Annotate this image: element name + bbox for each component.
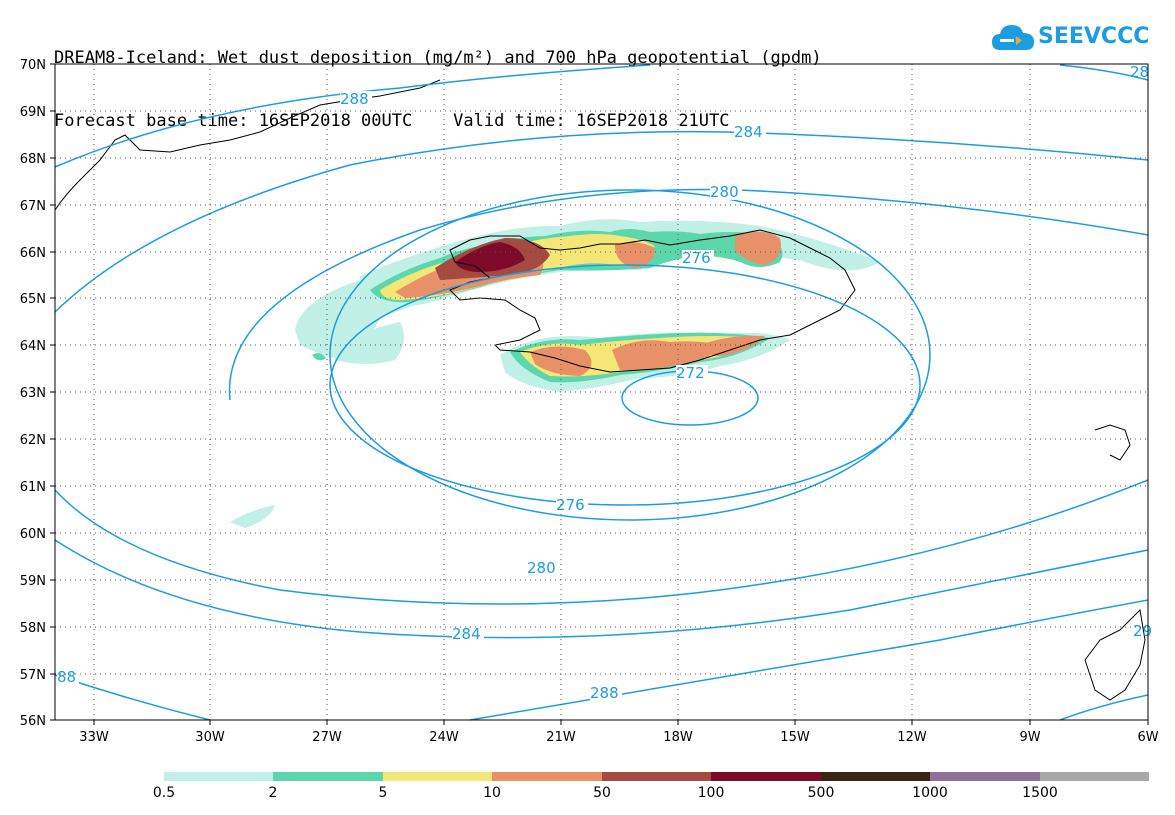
- lon-label: 18W: [663, 730, 693, 745]
- longitude-labels: 33W 30W 27W 24W 21W 18W 15W 12W 9W 6W: [79, 730, 1158, 745]
- colorbar-label: 10: [483, 785, 501, 801]
- colorbar-swatch: [711, 772, 821, 781]
- geopotential-contours: [54, 64, 1149, 721]
- dust-deposition-field: [230, 219, 880, 528]
- map-frame: [54, 63, 1149, 721]
- svg-text:276: 276: [556, 496, 585, 514]
- lat-label: 61N: [20, 480, 46, 495]
- colorbar-swatch: [273, 772, 383, 781]
- cloud-icon: [992, 25, 1034, 50]
- svg-text:288: 288: [340, 90, 369, 108]
- svg-text:280: 280: [527, 559, 556, 577]
- colorbar: [164, 772, 1149, 781]
- colorbar-swatch: [164, 772, 274, 781]
- lat-label: 62N: [20, 433, 46, 448]
- colorbar-swatch: [382, 772, 493, 781]
- lat-label: 69N: [20, 105, 46, 120]
- lon-label: 30W: [195, 730, 225, 745]
- lat-label: 57N: [20, 668, 46, 683]
- lon-label: 6W: [1137, 730, 1158, 745]
- lat-label: 58N: [20, 621, 46, 636]
- lat-label: 59N: [20, 574, 46, 589]
- lat-label: 70N: [20, 58, 46, 73]
- coastline: [54, 79, 1146, 701]
- svg-text:88: 88: [57, 668, 76, 686]
- axis-ticks: [50, 63, 1149, 725]
- lat-label: 60N: [20, 527, 46, 542]
- lon-label: 15W: [780, 730, 810, 745]
- colorbar-label: 100: [697, 785, 725, 801]
- colorbar-label: 5: [378, 785, 388, 801]
- svg-text:284: 284: [452, 625, 481, 643]
- colorbar-label: 2: [268, 785, 278, 801]
- svg-text:29: 29: [1133, 622, 1152, 640]
- colorbar-label: 0.5: [152, 785, 176, 801]
- lat-label: 63N: [20, 386, 46, 401]
- lon-label: 24W: [429, 730, 459, 745]
- lat-label: 67N: [20, 199, 46, 214]
- lon-label: 21W: [546, 730, 576, 745]
- colorbar-label: 500: [807, 785, 835, 801]
- lat-label: 64N: [20, 339, 46, 354]
- lon-label: 27W: [312, 730, 342, 745]
- title-line-1: DREAM8-Iceland: Wet dust deposition (mg/…: [54, 48, 822, 68]
- lat-label: 65N: [20, 292, 46, 307]
- svg-text:276: 276: [682, 249, 711, 267]
- contour-labels: 288 284 280 276 272 276 280 284 288 88 2…: [57, 63, 1152, 702]
- svg-text:284: 284: [734, 123, 763, 141]
- lon-label: 9W: [1019, 730, 1040, 745]
- svg-text:28: 28: [1130, 63, 1149, 81]
- lat-label: 68N: [20, 152, 46, 167]
- latitude-labels: 70N 69N 68N 67N 66N 65N 64N 63N 62N 61N …: [20, 58, 46, 729]
- chart-title: DREAM8-Iceland: Wet dust deposition (mg/…: [54, 6, 822, 153]
- svg-text:280: 280: [710, 183, 739, 201]
- colorbar-swatch: [930, 772, 1040, 781]
- logo-text: SEEVCCC: [1038, 24, 1150, 49]
- colorbar-label: 50: [593, 785, 611, 801]
- colorbar-label: 1500: [1022, 785, 1058, 801]
- gridlines: [55, 64, 1148, 720]
- colorbar-swatch: [1039, 772, 1149, 781]
- title-line-2: Forecast base time: 16SEP2018 00UTC Vali…: [54, 111, 730, 131]
- seevccc-logo: SEEVCCC: [990, 18, 1160, 58]
- lon-label: 33W: [79, 730, 109, 745]
- lat-label: 66N: [20, 246, 46, 261]
- svg-text:272: 272: [676, 364, 705, 382]
- lon-label: 12W: [897, 730, 927, 745]
- colorbar-swatch: [601, 772, 712, 781]
- colorbar-label: 1000: [912, 785, 948, 801]
- colorbar-swatch: [492, 772, 602, 781]
- colorbar-swatch: [820, 772, 931, 781]
- lat-label: 56N: [20, 714, 46, 729]
- svg-text:288: 288: [590, 684, 619, 702]
